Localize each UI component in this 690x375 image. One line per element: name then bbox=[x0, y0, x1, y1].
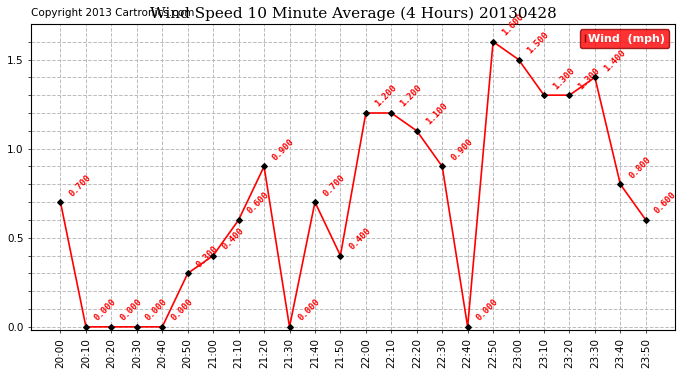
Point bbox=[81, 324, 92, 330]
Text: 0.000: 0.000 bbox=[475, 297, 500, 322]
Text: 0.000: 0.000 bbox=[93, 297, 118, 322]
Legend: Wind  (mph): Wind (mph) bbox=[580, 30, 669, 48]
Text: 1.300: 1.300 bbox=[551, 66, 576, 91]
Point bbox=[411, 128, 422, 134]
Text: 1.200: 1.200 bbox=[398, 84, 424, 109]
Text: 1.600: 1.600 bbox=[500, 12, 525, 38]
Point bbox=[182, 270, 193, 276]
Point bbox=[106, 324, 117, 330]
Point bbox=[284, 324, 295, 330]
Text: 0.800: 0.800 bbox=[627, 155, 653, 180]
Text: 1.200: 1.200 bbox=[373, 84, 398, 109]
Text: 1.100: 1.100 bbox=[424, 101, 449, 127]
Point bbox=[335, 253, 346, 259]
Point bbox=[564, 92, 575, 98]
Text: 0.000: 0.000 bbox=[144, 297, 169, 322]
Title: Wind Speed 10 Minute Average (4 Hours) 20130428: Wind Speed 10 Minute Average (4 Hours) 2… bbox=[150, 7, 557, 21]
Text: 0.700: 0.700 bbox=[322, 172, 347, 198]
Text: 0.400: 0.400 bbox=[220, 226, 246, 251]
Text: 1.400: 1.400 bbox=[602, 48, 627, 73]
Point bbox=[437, 164, 448, 170]
Point bbox=[55, 199, 66, 205]
Text: Copyright 2013 Cartronics.com: Copyright 2013 Cartronics.com bbox=[31, 8, 195, 18]
Point bbox=[589, 74, 600, 80]
Point bbox=[615, 181, 626, 187]
Text: 0.000: 0.000 bbox=[297, 297, 322, 322]
Text: 1.500: 1.500 bbox=[526, 30, 551, 56]
Text: 0.400: 0.400 bbox=[347, 226, 373, 251]
Point bbox=[538, 92, 549, 98]
Text: 0.000: 0.000 bbox=[118, 297, 144, 322]
Point bbox=[233, 217, 244, 223]
Point bbox=[513, 57, 524, 63]
Text: 0.600: 0.600 bbox=[653, 190, 678, 216]
Text: 0.300: 0.300 bbox=[195, 244, 220, 269]
Point bbox=[309, 199, 320, 205]
Text: 0.900: 0.900 bbox=[271, 137, 297, 162]
Point bbox=[360, 110, 371, 116]
Point bbox=[131, 324, 142, 330]
Text: 0.700: 0.700 bbox=[68, 172, 92, 198]
Text: 1.300: 1.300 bbox=[576, 66, 602, 91]
Point bbox=[157, 324, 168, 330]
Point bbox=[259, 164, 270, 170]
Point bbox=[640, 217, 651, 223]
Text: 0.900: 0.900 bbox=[449, 137, 475, 162]
Point bbox=[488, 39, 499, 45]
Point bbox=[462, 324, 473, 330]
Text: 0.000: 0.000 bbox=[169, 297, 195, 322]
Point bbox=[386, 110, 397, 116]
Text: 0.600: 0.600 bbox=[246, 190, 271, 216]
Point bbox=[208, 253, 219, 259]
